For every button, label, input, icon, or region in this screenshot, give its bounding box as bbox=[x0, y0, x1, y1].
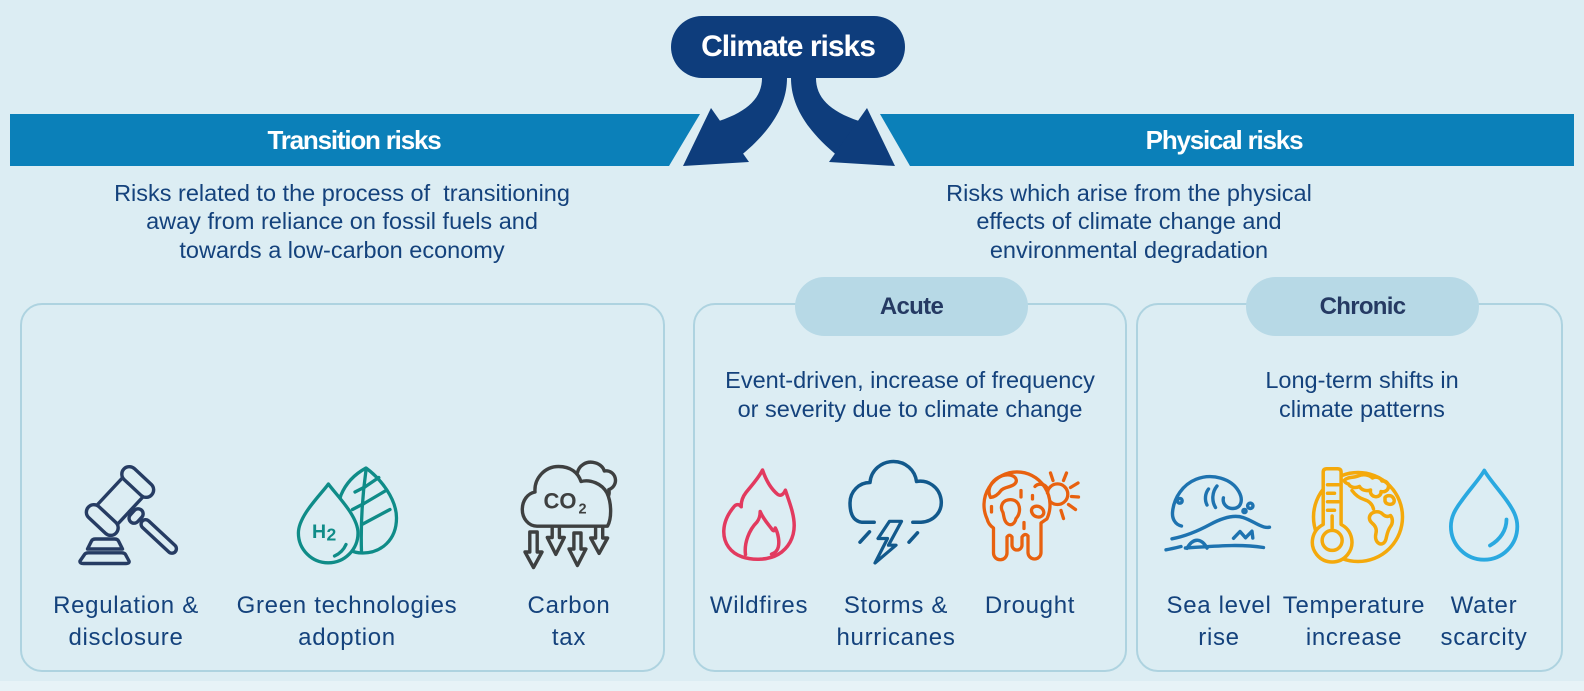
svg-text:CO: CO bbox=[544, 488, 577, 513]
svg-text:2: 2 bbox=[579, 502, 587, 518]
svg-text:2: 2 bbox=[327, 525, 337, 545]
svg-text:H: H bbox=[312, 521, 326, 543]
